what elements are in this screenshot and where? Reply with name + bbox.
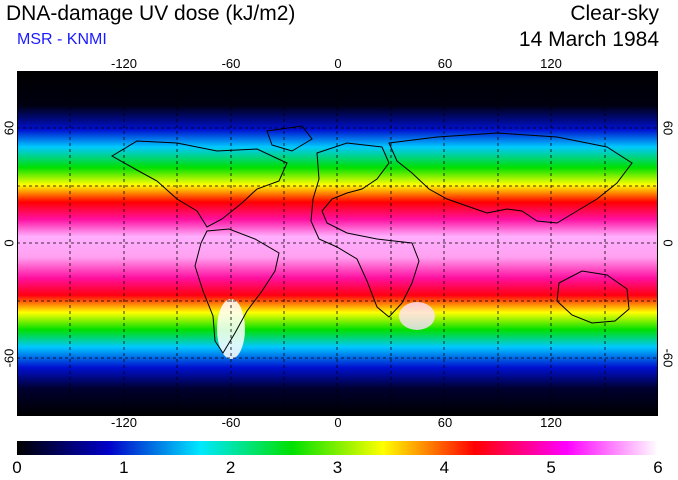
map-border [17, 71, 658, 416]
lon-tick-bottom: 0 [334, 415, 342, 430]
north-america-coast [111, 140, 288, 228]
lat-tick-left: 60 [1, 120, 17, 136]
lat-tick-right: 60 [660, 120, 676, 136]
europe-africa-coast [310, 142, 420, 318]
asia-coast [388, 132, 633, 224]
lon-tick-bottom: -60 [221, 415, 241, 430]
lon-tick-top: 120 [540, 56, 562, 71]
coastlines [111, 125, 633, 354]
colorbar-gradient [17, 441, 658, 455]
lon-tick-bottom: 120 [540, 415, 562, 430]
lon-tick-top: 60 [437, 56, 453, 71]
colorbar-tick-label: 6 [653, 458, 663, 477]
colorbar [17, 441, 658, 455]
graticule [17, 71, 658, 416]
lon-tick-top: -60 [221, 56, 241, 71]
colorbar-tick-label: 0 [12, 458, 22, 477]
chart-title: DNA-damage UV dose (kJ/m2) [6, 2, 296, 25]
lon-tick-top: -120 [110, 56, 138, 71]
colorbar-tick-label: 5 [546, 458, 556, 477]
greenland-coast [266, 125, 313, 152]
lon-tick-bottom: 60 [437, 415, 453, 430]
colorbar-tick-label: 4 [439, 458, 450, 477]
south-america-coast [194, 228, 280, 354]
lat-tick-right: -60 [660, 348, 676, 368]
date-label: 14 March 1984 [518, 28, 659, 51]
colorbar-tick-label: 1 [119, 458, 129, 477]
sky-condition-label: Clear-sky [570, 2, 659, 25]
australia-coast [556, 270, 630, 324]
colorbar-tick-label: 3 [332, 458, 343, 477]
lon-tick-bottom: -120 [110, 415, 138, 430]
lat-tick-left: -60 [1, 348, 17, 368]
colorbar-tick-label: 2 [225, 458, 236, 477]
uv-dose-map [17, 71, 658, 416]
source-label: MSR - KNMI [17, 31, 107, 48]
lat-tick-left: 0 [1, 239, 17, 247]
lat-tick-right: 0 [660, 239, 676, 247]
uv-dose-field [17, 71, 658, 416]
africa-peak [399, 302, 435, 330]
lon-tick-top: 0 [334, 56, 342, 71]
